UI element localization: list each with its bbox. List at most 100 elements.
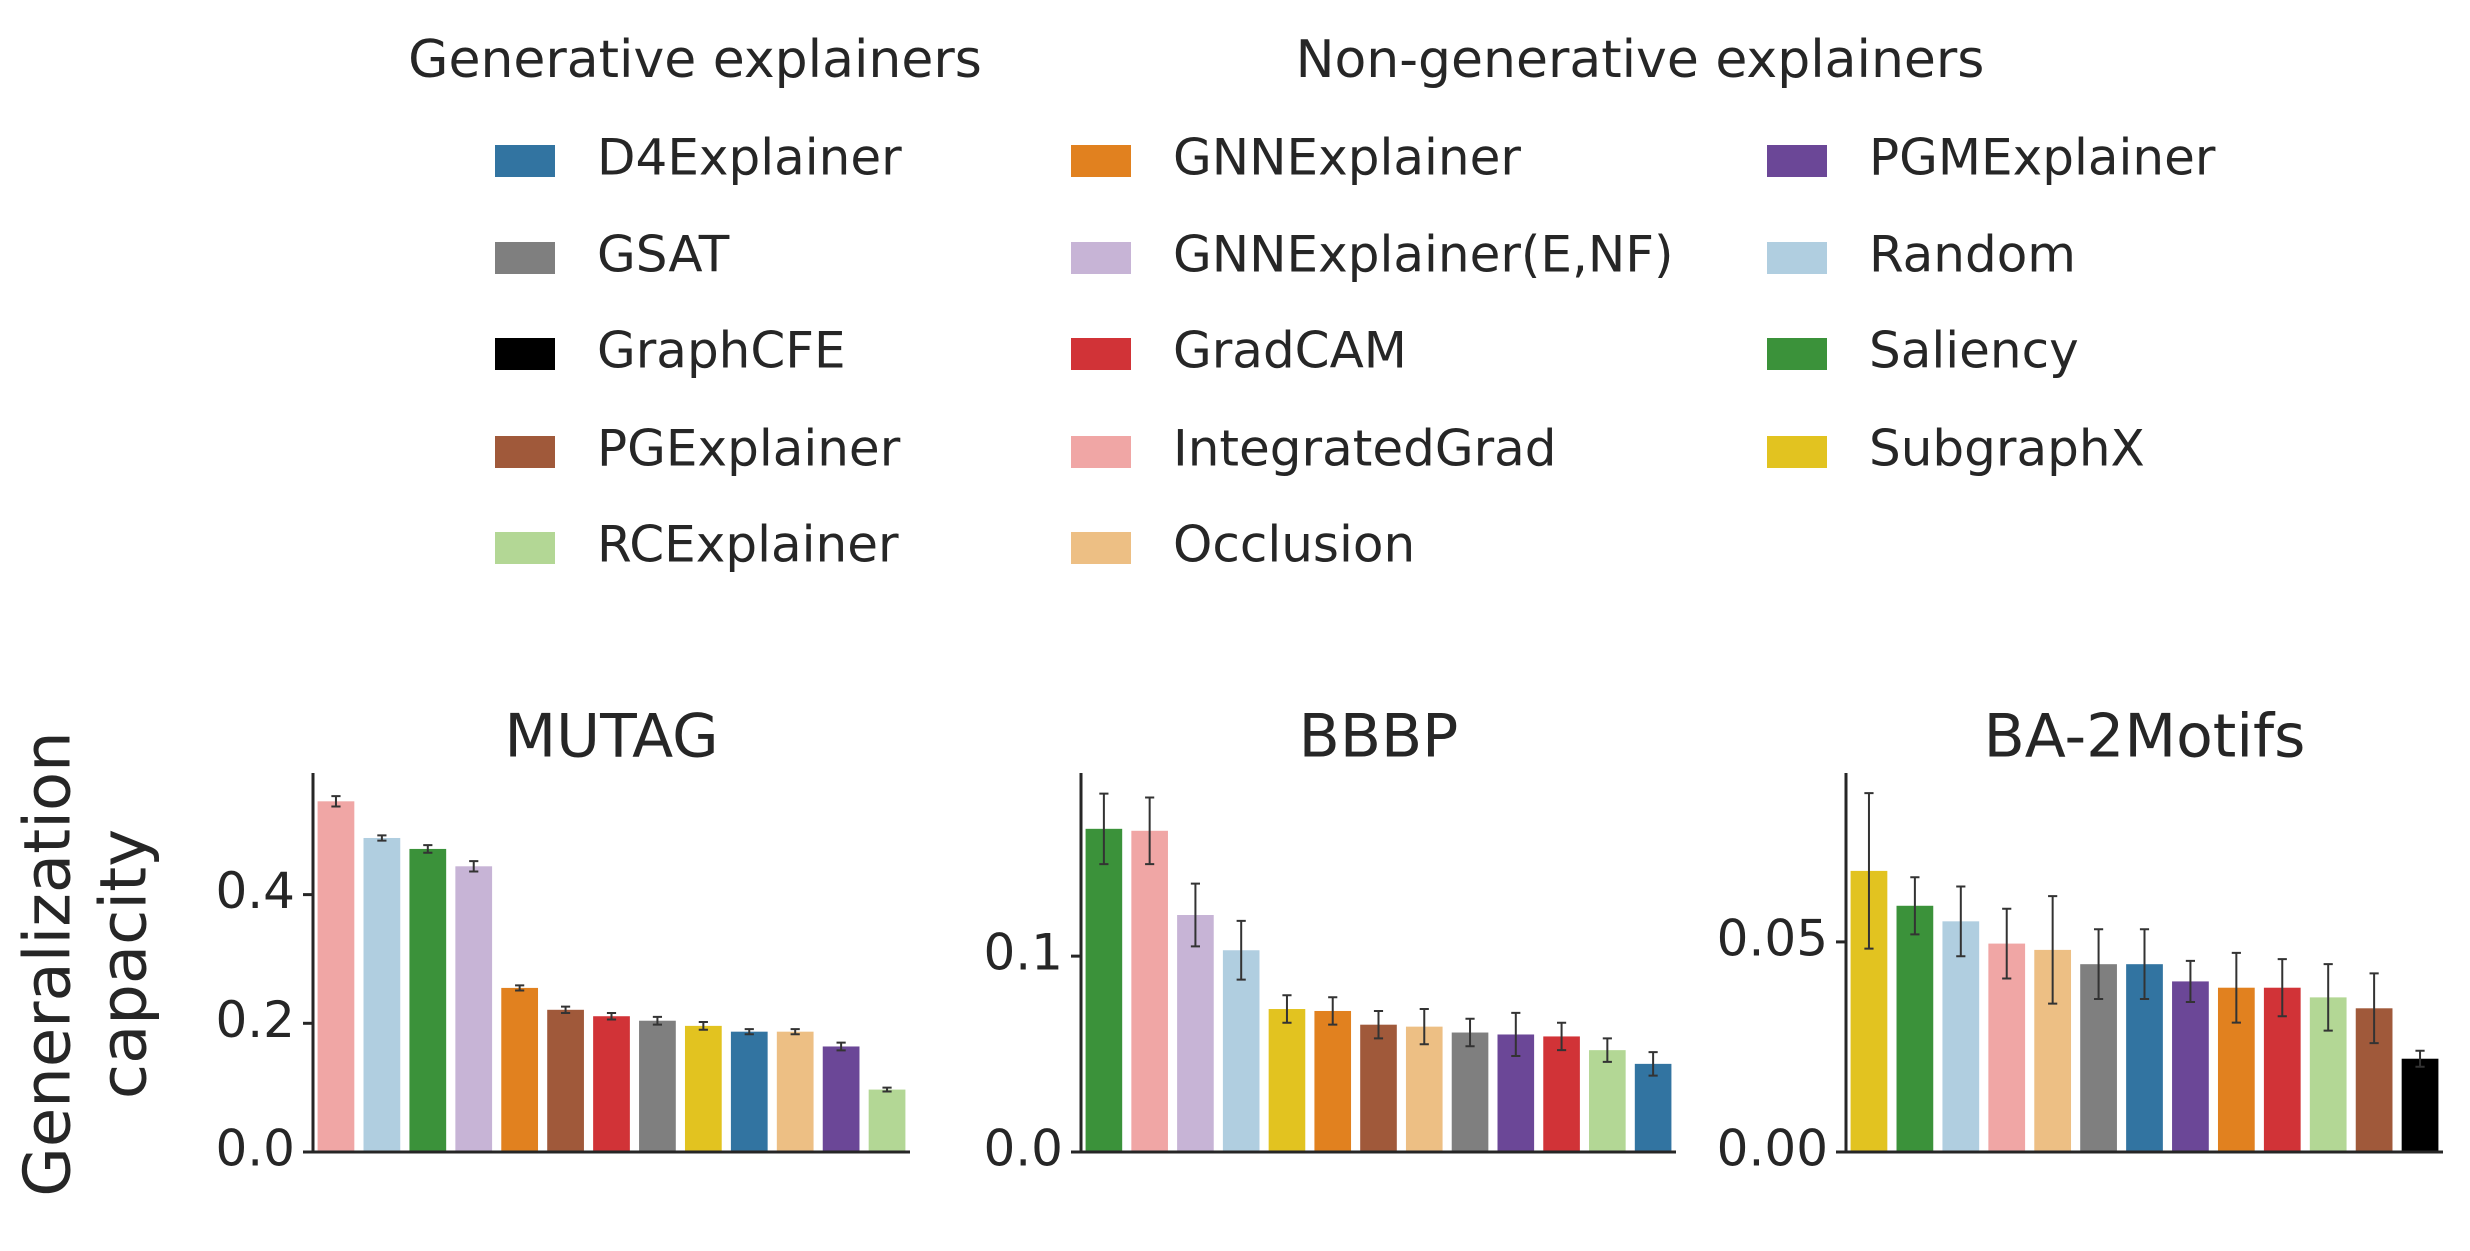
error-bar <box>2277 958 2287 1018</box>
legend-label: Saliency <box>1869 322 2079 380</box>
error-bar <box>2002 907 2012 980</box>
chart-title: BBBP <box>1299 702 1459 772</box>
legend-group-title: Generative explainers <box>408 30 982 90</box>
error-bar <box>2139 928 2150 1001</box>
y-axis-label: capacity <box>88 829 162 1099</box>
y-tick-label: 0.0 <box>215 1120 295 1178</box>
legend-swatch <box>1071 145 1131 177</box>
legend-label: GNNExplainer <box>1173 129 1521 187</box>
error-bar <box>790 1028 800 1036</box>
error-bar <box>1190 882 1200 948</box>
error-bar <box>1648 1051 1658 1077</box>
legend-label: RCExplainer <box>597 516 899 574</box>
error-bar <box>652 1015 663 1026</box>
error-bar <box>469 860 479 873</box>
error-bar <box>1328 996 1338 1026</box>
y-axis-label: Generalization <box>12 731 86 1196</box>
legend-swatch <box>1767 338 1827 370</box>
legend-swatch <box>1071 338 1131 370</box>
legend-label: PGMExplainer <box>1869 129 2216 187</box>
bar <box>776 1031 814 1152</box>
bar <box>2401 1058 2439 1152</box>
legend-label: Random <box>1869 226 2076 284</box>
bar <box>1222 950 1260 1152</box>
error-bar <box>698 1021 708 1031</box>
error-bar <box>2185 959 2196 1003</box>
bar <box>547 1009 584 1152</box>
y-tick-label: 0.2 <box>215 991 295 1049</box>
error-bar <box>1864 792 1874 950</box>
bar <box>409 848 447 1152</box>
legend-label: GSAT <box>597 226 730 284</box>
error-bar <box>331 795 341 808</box>
bar <box>1589 1050 1626 1152</box>
error-bar <box>377 834 387 842</box>
legend-swatch <box>1071 436 1131 468</box>
chart-title: BA-2Motifs <box>1984 702 2306 772</box>
error-bar <box>2369 972 2379 1045</box>
error-bar <box>1557 1021 1567 1052</box>
bar <box>2172 981 2209 1152</box>
legend-swatch <box>495 242 555 274</box>
legend-label: IntegratedGrad <box>1173 420 1557 478</box>
error-bar <box>1511 1011 1521 1058</box>
bar <box>868 1089 906 1152</box>
bar <box>1543 1036 1580 1152</box>
bar <box>1634 1063 1672 1152</box>
bar <box>730 1031 768 1152</box>
legend-swatch <box>495 145 555 177</box>
bar <box>822 1046 860 1152</box>
legend-label: SubgraphX <box>1869 420 2145 478</box>
legend-label: PGExplainer <box>597 420 901 478</box>
bar <box>1896 905 1934 1152</box>
bar <box>1451 1032 1489 1152</box>
bar <box>1085 828 1123 1152</box>
error-bar <box>423 844 433 854</box>
bar <box>1314 1010 1352 1152</box>
bar <box>1131 830 1168 1152</box>
legend-label: D4Explainer <box>597 129 902 187</box>
legend-group-title: Non-generative explainers <box>1296 30 1985 90</box>
error-bar <box>1236 919 1246 981</box>
legend-swatch <box>1071 242 1131 274</box>
error-bar <box>1099 792 1109 866</box>
legend-swatch <box>495 338 555 370</box>
error-bar <box>1145 796 1155 866</box>
error-bar <box>882 1086 892 1093</box>
legend-swatch <box>1071 532 1131 564</box>
legend-swatch <box>495 532 555 564</box>
chart-title: MUTAG <box>504 702 718 772</box>
legend-swatch <box>1767 436 1827 468</box>
y-tick-label: 0.05 <box>1717 909 1828 967</box>
error-bar <box>1373 1009 1384 1040</box>
y-tick-label: 0.00 <box>1717 1120 1828 1178</box>
bar <box>1177 915 1214 1152</box>
error-bar <box>2323 963 2333 1032</box>
y-tick-label: 0.0 <box>983 1120 1063 1178</box>
error-bar <box>744 1028 754 1036</box>
legend-label: GradCAM <box>1173 322 1407 380</box>
error-bar <box>1465 1017 1475 1048</box>
error-bar <box>836 1041 846 1052</box>
bar <box>1360 1024 1397 1152</box>
legend-swatch <box>1767 145 1827 177</box>
error-bar <box>1602 1037 1612 1063</box>
error-bar <box>2231 951 2241 1024</box>
bar <box>639 1020 676 1152</box>
error-bar <box>606 1012 617 1021</box>
legend-swatch <box>1767 242 1827 274</box>
error-bar <box>2415 1049 2425 1068</box>
error-bar <box>2093 928 2104 1001</box>
error-bar <box>2048 895 2058 1005</box>
bar <box>1405 1026 1443 1152</box>
bar <box>1942 921 1980 1152</box>
y-tick-label: 0.4 <box>215 862 295 920</box>
legend-label: GraphCFE <box>597 322 846 380</box>
bar <box>684 1025 722 1152</box>
y-tick-label: 0.1 <box>983 924 1063 982</box>
error-bar <box>1419 1008 1429 1046</box>
legend-swatch <box>495 436 555 468</box>
error-bar <box>560 1005 571 1015</box>
bar <box>317 801 355 1152</box>
